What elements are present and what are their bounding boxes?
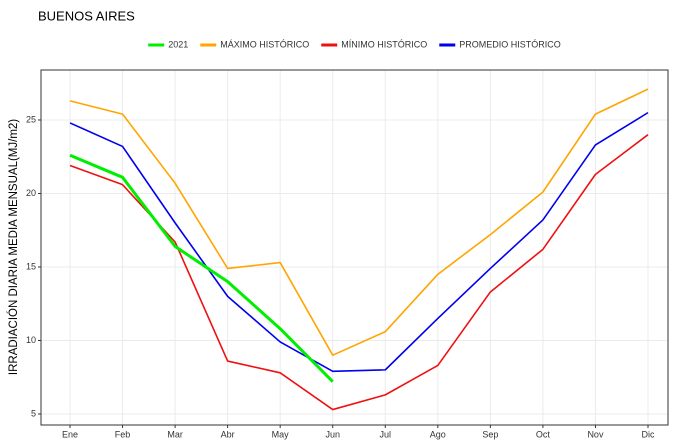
- x-tick-label: Jun: [325, 429, 340, 439]
- legend-label: 2021: [168, 39, 188, 49]
- series-line: [69, 153, 334, 383]
- legend: 2021 MÁXIMO HISTÓRICO MÍNIMO HISTÓRICO PROM…: [148, 39, 561, 49]
- legend-label: MÍNIMO HISTÓRICO: [341, 39, 427, 49]
- x-tick-label: Abr: [221, 429, 235, 439]
- x-tick-label: Dic: [642, 429, 655, 439]
- y-axis-label: IRRADIACIÓN DIARIA MEDIA MENSUAL(MJ/m2): [7, 119, 20, 375]
- chart-title: BUENOS AIRES: [38, 8, 135, 23]
- y-tick-label: 5: [31, 408, 36, 418]
- x-tick-label: Mar: [167, 429, 183, 439]
- series-line: [69, 111, 649, 373]
- x-tick-label: Ago: [430, 429, 446, 439]
- x-tick-label: Sep: [482, 429, 498, 439]
- legend-label: PROMEDIO HISTÓRICO: [459, 39, 561, 49]
- legend-label: MÁXIMO HISTÓRICO: [220, 39, 309, 49]
- y-tick-label: 15: [26, 261, 36, 271]
- y-tick-label: 20: [26, 188, 36, 198]
- x-tick-label: Nov: [587, 429, 604, 439]
- series-line: [69, 88, 649, 356]
- x-tick-label: Oct: [536, 429, 551, 439]
- y-tick-label: 25: [26, 114, 36, 124]
- x-tick-label: Ene: [62, 429, 78, 439]
- plot-border: [40, 69, 669, 426]
- y-tick-label: 10: [26, 335, 36, 345]
- x-tick-label: Feb: [115, 429, 131, 439]
- x-tick-label: May: [272, 429, 290, 439]
- x-tick-label: Jul: [380, 429, 392, 439]
- series-line: [69, 134, 649, 411]
